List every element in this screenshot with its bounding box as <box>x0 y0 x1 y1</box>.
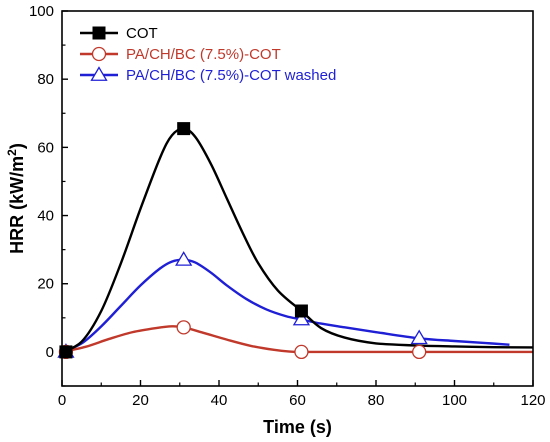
legend-marker <box>93 27 105 39</box>
legend-label: COT <box>126 25 158 42</box>
y-axis-title-end: ) <box>7 143 27 149</box>
data-point <box>177 321 190 334</box>
x-tick-label: 0 <box>58 392 66 409</box>
x-tick-label: 40 <box>211 392 228 409</box>
y-tick-label: 0 <box>46 344 54 361</box>
y-tick-label: 20 <box>37 276 54 293</box>
legend: COT PA/CH/BC (7.5%)-COT PA/CH/BC (7.5%)-CO… <box>80 25 336 84</box>
legend-marker <box>93 48 106 61</box>
data-point <box>413 345 426 358</box>
y-tick-label: 100 <box>29 3 54 20</box>
plot-area <box>58 123 533 359</box>
x-tick-label: 60 <box>289 392 306 409</box>
data-point <box>295 305 307 317</box>
x-axis-title: Time (s) <box>263 417 332 437</box>
data-point <box>295 345 308 358</box>
x-tick-label: 100 <box>442 392 467 409</box>
series-line <box>62 260 509 352</box>
legend-label: PA/CH/BC (7.5%)-COT washed <box>126 67 336 84</box>
x-tick-label: 120 <box>520 392 545 409</box>
y-tick-label: 40 <box>37 208 54 225</box>
axis-ticks: 0 20 40 60 80 100 120 0 20 40 60 80 100 <box>29 3 546 409</box>
legend-label: PA/CH/BC (7.5%)-COT <box>126 46 281 63</box>
x-tick-label: 80 <box>368 392 385 409</box>
y-axis-title-main: HRR (kW/m <box>7 156 27 254</box>
y-tick-label: 80 <box>37 71 54 88</box>
data-point <box>176 252 191 265</box>
data-point <box>178 123 190 135</box>
y-tick-label: 60 <box>37 139 54 156</box>
x-tick-label: 20 <box>132 392 149 409</box>
y-axis-title: HRR (kW/m2) <box>5 143 27 254</box>
